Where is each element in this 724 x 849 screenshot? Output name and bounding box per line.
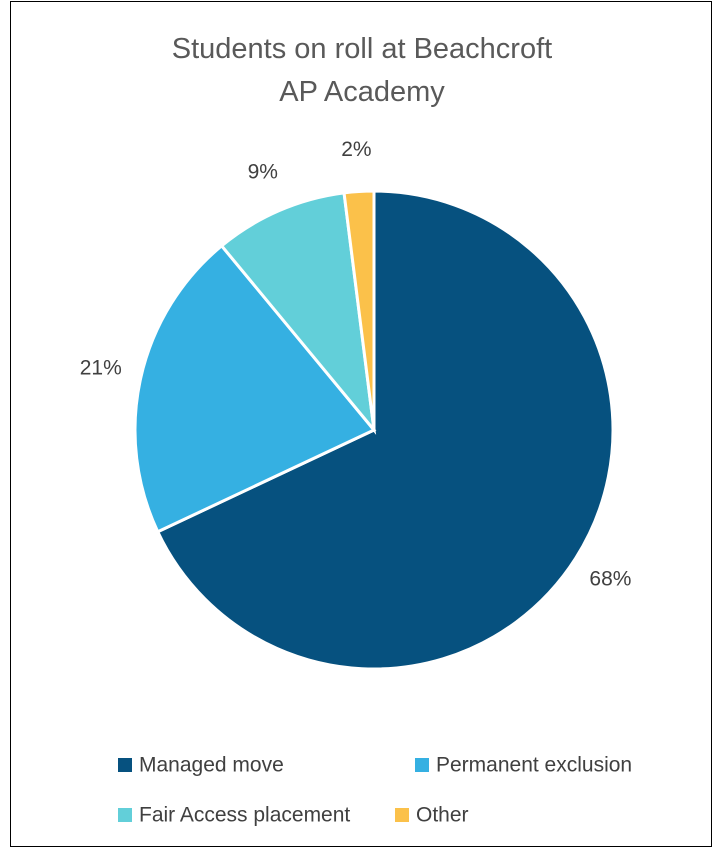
data-label: 9%	[248, 161, 278, 184]
legend-swatch	[118, 808, 132, 822]
data-label: 2%	[341, 138, 371, 161]
pie-slice	[219, 191, 377, 435]
legend-label: Fair Access placement	[139, 804, 350, 827]
data-label: 21%	[80, 356, 122, 379]
legend-swatch	[118, 758, 132, 772]
legend-label: Permanent exclusion	[436, 754, 632, 777]
legend-swatch	[415, 758, 429, 772]
pie-slice	[155, 189, 615, 671]
legend-swatch	[395, 808, 409, 822]
chart-title: Students on roll at Beachcroft AP Academ…	[171, 33, 553, 108]
legend-label: Other	[416, 804, 469, 827]
legend-label: Managed move	[139, 754, 284, 777]
chart-frame	[10, 1, 712, 847]
pie-slice	[133, 243, 377, 534]
pie-slice	[342, 189, 376, 431]
data-label: 68%	[589, 568, 631, 591]
